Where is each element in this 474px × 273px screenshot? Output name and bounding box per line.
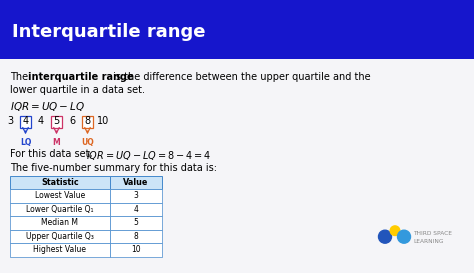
Text: 4: 4 [22,116,28,126]
Text: 8: 8 [84,116,91,126]
Bar [110,203,162,216]
Bar [110,243,162,257]
Bar [110,189,162,203]
Text: 5: 5 [54,116,60,126]
Text: 3: 3 [134,191,138,200]
FancyBboxPatch shape [0,0,474,61]
Bar [10,243,110,257]
Text: $IQR = UQ - LQ$: $IQR = UQ - LQ$ [10,100,85,113]
Text: $IQR = UQ - LQ = 8 - 4 = 4$: $IQR = UQ - LQ = 8 - 4 = 4$ [86,149,211,162]
Bar [10,203,110,216]
Text: Statistic: Statistic [41,178,79,187]
Bar [10,230,110,243]
Text: Value: Value [123,178,149,187]
Text: LEARNING: LEARNING [413,239,444,244]
Text: For this data set,: For this data set, [10,149,96,159]
Bar [110,176,162,189]
Text: 10: 10 [97,116,109,126]
Text: Highest Value: Highest Value [34,245,86,254]
Text: The five-number summary for this data is:: The five-number summary for this data is… [10,163,217,173]
Text: THIRD SPACE: THIRD SPACE [413,231,452,236]
Bar [10,216,110,230]
Text: The: The [10,72,31,82]
Text: 8: 8 [134,232,138,241]
Text: 3: 3 [7,116,13,126]
Bar [110,216,162,230]
Text: lower quartile in a data set.: lower quartile in a data set. [10,85,145,95]
FancyBboxPatch shape [20,116,31,128]
Text: Lower Quartile Q₁: Lower Quartile Q₁ [26,205,94,214]
Text: 4: 4 [134,205,138,214]
Text: UQ: UQ [81,138,94,147]
Bar [10,189,110,203]
Text: 10: 10 [131,245,141,254]
Text: Median M: Median M [42,218,79,227]
Circle shape [390,226,400,236]
Text: M: M [53,138,60,147]
Text: is the difference between the upper quartile and the: is the difference between the upper quar… [110,72,371,82]
Text: 4: 4 [38,116,44,126]
FancyBboxPatch shape [51,116,62,128]
Text: 6: 6 [69,116,75,126]
Circle shape [379,230,392,243]
Text: Interquartile range: Interquartile range [12,23,205,41]
Text: Lowest Value: Lowest Value [35,191,85,200]
Bar [10,176,110,189]
Text: interquartile range: interquartile range [28,72,134,82]
Text: 5: 5 [134,218,138,227]
Text: Upper Quartile Q₃: Upper Quartile Q₃ [26,232,94,241]
Circle shape [398,230,410,243]
Text: LQ: LQ [20,138,31,147]
Bar [110,230,162,243]
FancyBboxPatch shape [82,116,93,128]
